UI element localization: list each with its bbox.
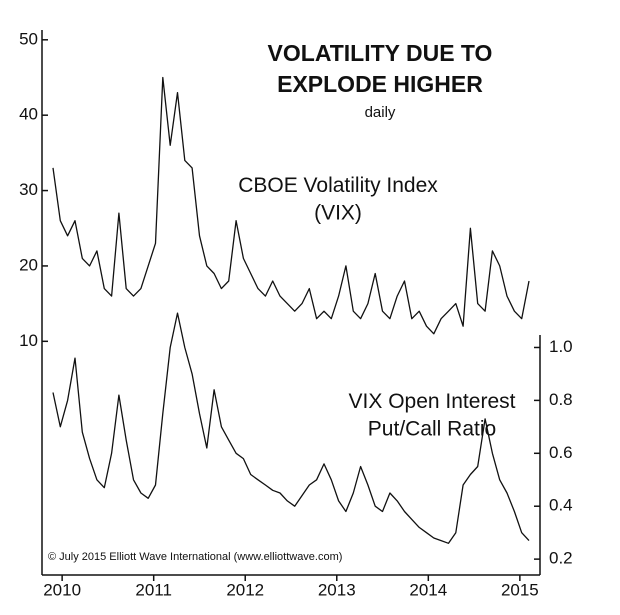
y-tick-label: 40 <box>19 105 38 124</box>
y-tick-label: 50 <box>19 29 38 48</box>
y2-tick-label: 0.8 <box>549 390 573 409</box>
y2-tick-label: 0.2 <box>549 549 573 568</box>
copyright: © July 2015 Elliott Wave International (… <box>48 551 342 563</box>
chart-title-line: VOLATILITY DUE TO <box>268 40 493 66</box>
y-tick-label: 10 <box>19 331 38 350</box>
series-line <box>52 312 530 544</box>
y2-tick-label: 0.6 <box>549 443 573 462</box>
x-tick-label: 2014 <box>409 580 447 599</box>
y-tick-label: 30 <box>19 180 38 199</box>
x-tick-label: 2013 <box>318 580 356 599</box>
x-tick-label: 2015 <box>501 580 539 599</box>
y2-tick-label: 0.4 <box>549 496 573 515</box>
chart-title-line: EXPLODE HIGHER <box>277 71 483 97</box>
y-tick-label: 20 <box>19 255 38 274</box>
x-tick-label: 2011 <box>135 580 172 599</box>
chart-subtitle: daily <box>365 104 396 121</box>
x-tick-label: 2010 <box>43 580 81 599</box>
series-label: CBOE Volatility Index (VIX) <box>238 174 438 224</box>
series-line <box>52 76 530 335</box>
series-label: VIX Open Interest Put/Call Ratio <box>349 390 516 440</box>
x-tick-label: 2012 <box>226 580 264 599</box>
y2-tick-label: 1.0 <box>549 337 573 356</box>
